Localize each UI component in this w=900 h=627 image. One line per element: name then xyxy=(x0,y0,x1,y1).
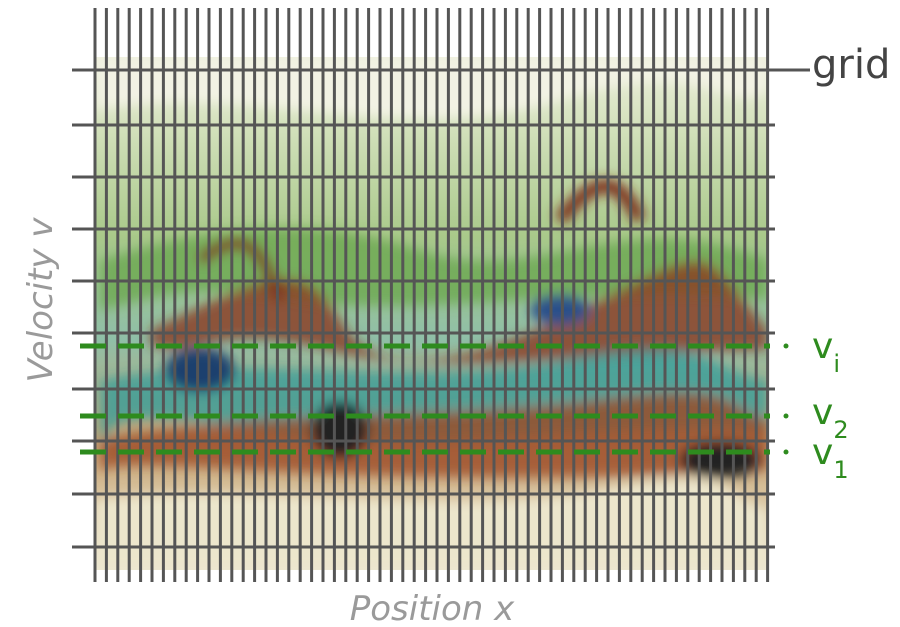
velocity-subscript: i xyxy=(833,350,840,378)
velocity-dot xyxy=(783,343,789,349)
velocity-label: vi xyxy=(812,326,840,378)
velocity-dot xyxy=(783,413,789,419)
velocity-symbol: v xyxy=(812,326,833,367)
velocity-symbol: v xyxy=(812,392,833,433)
velocity-label: v2 xyxy=(812,392,849,444)
velocity-dot xyxy=(783,449,789,455)
velocity-subscript: 1 xyxy=(833,456,848,484)
velocity-label: v1 xyxy=(812,432,849,484)
grid-label: grid xyxy=(812,42,890,88)
x-axis-label: Position x xyxy=(350,589,515,627)
vertical-grid xyxy=(93,8,770,582)
y-axis-label: Velocity v xyxy=(21,217,61,383)
velocity-subscript: 2 xyxy=(833,416,848,444)
velocity-symbol: v xyxy=(812,432,833,473)
horizontal-grid xyxy=(72,68,810,549)
